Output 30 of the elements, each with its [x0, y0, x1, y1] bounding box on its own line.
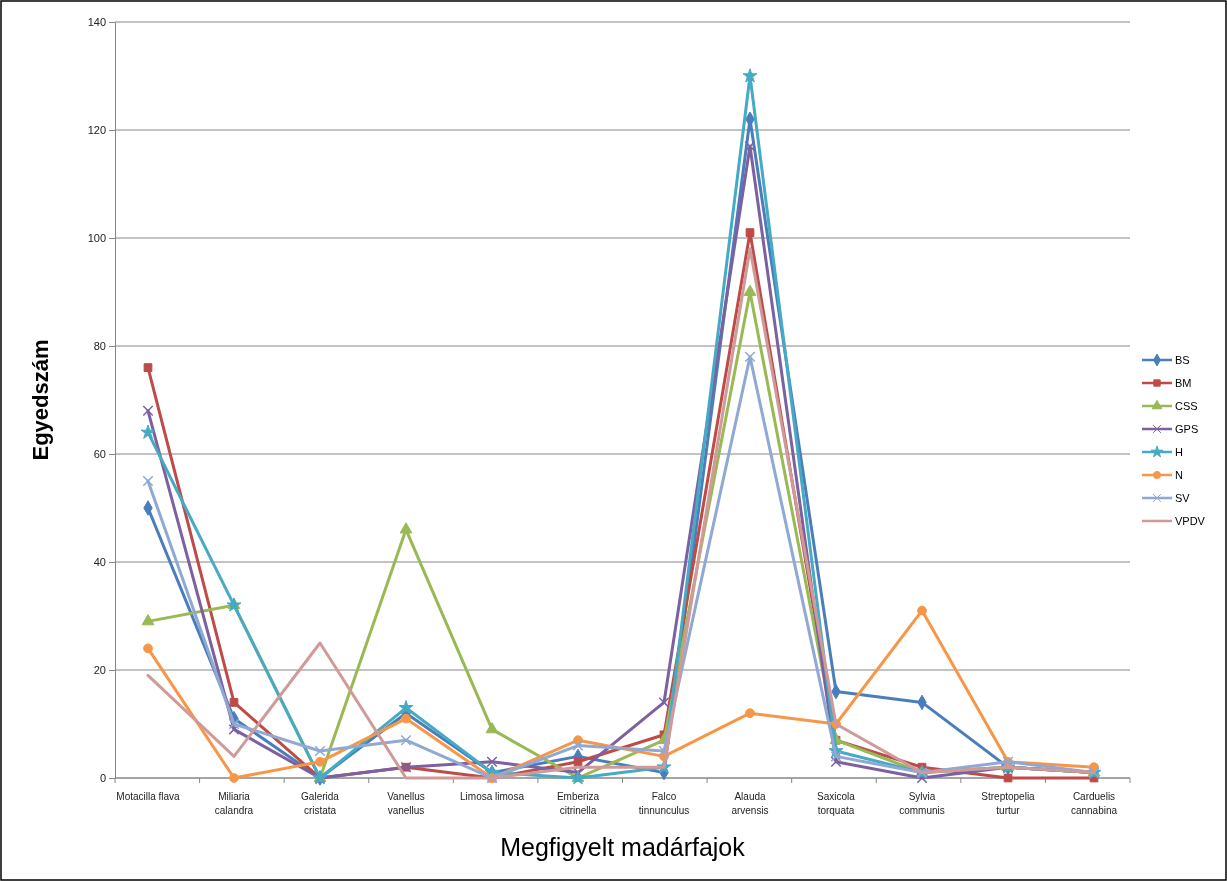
x-tick-label: Motacilla flava [116, 791, 181, 802]
x-tick-label: Emberiza citrinella [556, 791, 600, 816]
x-tick-label: Vanellus vanellus [387, 791, 425, 816]
x-tick-label: Miliaria calandra [214, 791, 254, 816]
y-tick-label: 40 [93, 556, 106, 569]
x-tick-label: Sylvia communis [899, 791, 945, 816]
y-tick-label: 120 [87, 124, 106, 137]
x-axis-title: Megfigyelt madárfajok [500, 833, 746, 861]
x-tick-label: Limosa limosa [460, 791, 525, 802]
legend-label: N [1175, 469, 1183, 481]
x-tick-label: Falco tinnunculus [638, 791, 690, 816]
y-tick-label: 0 [99, 772, 106, 785]
legend-label: CSS [1175, 400, 1198, 412]
legend-label: GPS [1175, 423, 1199, 435]
x-tick-label: Alauda arvensis [731, 791, 769, 816]
y-tick-label: 20 [93, 664, 106, 677]
y-tick-label: 100 [87, 232, 106, 245]
y-tick-label: 140 [87, 16, 106, 29]
legend-label: H [1175, 446, 1183, 458]
y-axis-title: Egyedszám [28, 339, 53, 461]
x-tick-label: Carduelis cannabina [1070, 791, 1118, 816]
legend-label: SV [1175, 492, 1191, 504]
legend-label: VPDV [1175, 515, 1206, 527]
x-tick-label: Galerida cristata [301, 791, 340, 816]
x-tick-label: Streptopelia turtur [981, 791, 1036, 816]
legend-label: BS [1175, 354, 1190, 366]
legend-label: BM [1175, 377, 1192, 389]
x-tick-label: Saxicola torquata [817, 791, 856, 816]
y-tick-label: 60 [93, 448, 106, 461]
y-tick-label: 80 [93, 340, 106, 353]
